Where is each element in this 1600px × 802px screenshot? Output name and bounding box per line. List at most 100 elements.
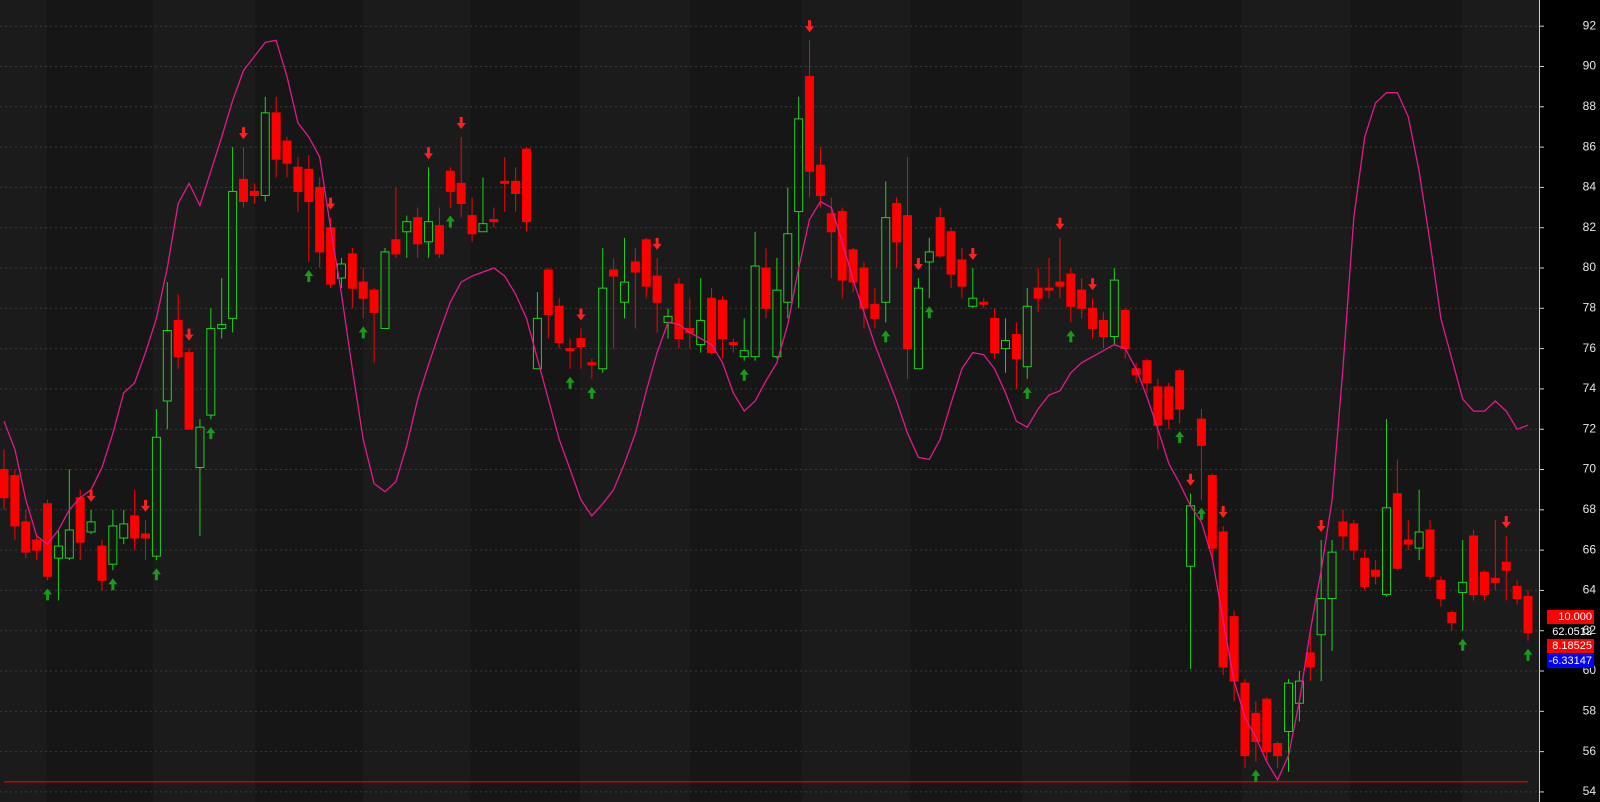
candle-body [1262, 698, 1272, 753]
buy-arrow [1458, 638, 1468, 651]
candle-body [1098, 319, 1108, 338]
band [255, 0, 363, 802]
candle-body [794, 118, 804, 213]
candle-body [1120, 309, 1130, 350]
indicator-label-box [1547, 639, 1594, 653]
indicator-label-box [1547, 610, 1594, 624]
candle-body [1175, 370, 1185, 410]
candle-body [402, 221, 412, 233]
y-tick-label: 82 [1583, 220, 1597, 234]
candle-body [554, 305, 564, 344]
candle-body [598, 287, 608, 370]
candle-body [500, 180, 510, 184]
buy-arrow [445, 215, 455, 228]
candle-body [119, 523, 129, 539]
candle-body [249, 190, 259, 196]
candle-body [630, 261, 640, 273]
y-tick-label: 88 [1583, 99, 1597, 113]
candle-body [1316, 597, 1326, 636]
sell-arrow [576, 308, 586, 321]
candle-body [53, 545, 63, 559]
axis-background [1539, 0, 1600, 802]
candle-body [1327, 551, 1337, 599]
candle-body [511, 180, 521, 194]
buy-arrow [358, 326, 368, 339]
candle-body [565, 348, 575, 352]
candle-body [358, 281, 368, 299]
y-tick-label: 66 [1583, 542, 1597, 556]
buy-arrow [43, 588, 53, 601]
candle-body [228, 190, 238, 319]
candle-body [739, 350, 749, 358]
y-tick-label: 80 [1583, 260, 1597, 274]
candle-body [783, 233, 793, 303]
candle-body [990, 317, 1000, 354]
candle-body [587, 362, 597, 366]
candle-body [979, 301, 989, 305]
candle-body [1490, 577, 1500, 583]
y-tick-label: 62 [1583, 623, 1597, 637]
candle-body [1371, 569, 1381, 577]
candle-body [728, 342, 738, 346]
candle-body [424, 221, 434, 243]
candle-body [315, 186, 325, 253]
buy-arrow [1022, 386, 1032, 399]
y-tick-label: 84 [1583, 180, 1597, 194]
candle-body [1207, 475, 1217, 549]
candle-body [957, 259, 967, 287]
candle-body [326, 227, 336, 285]
candle-body [130, 515, 140, 539]
candle-body [1469, 535, 1479, 595]
sell-arrow [1316, 520, 1326, 533]
indicator-label: 10.000 [1558, 611, 1592, 623]
candle-body [1088, 307, 1098, 329]
candle-body [1142, 360, 1152, 384]
buy-arrow [1196, 507, 1206, 520]
candle-body [489, 219, 499, 223]
sell-arrow [652, 237, 662, 250]
candle-body [881, 217, 891, 303]
y-tick-label: 74 [1583, 381, 1597, 395]
candle-body [1425, 529, 1435, 577]
candle-body [1153, 386, 1163, 426]
band [1130, 0, 1242, 802]
y-tick-label: 56 [1583, 744, 1597, 758]
candle-body [859, 267, 869, 309]
candle-body [141, 533, 151, 539]
y-tick-label: 76 [1583, 341, 1597, 355]
candle-body [271, 112, 281, 160]
candle-body [434, 225, 444, 255]
candle-body [456, 182, 466, 205]
buy-arrow [151, 568, 161, 581]
candle-body [282, 140, 292, 164]
band [470, 0, 580, 802]
buy-arrow [565, 376, 575, 389]
candle-body [1447, 612, 1457, 624]
candle-body [1381, 507, 1391, 595]
buy-arrow [1523, 648, 1533, 661]
candle-body [1022, 305, 1032, 368]
candle-body [1414, 531, 1424, 549]
candle-body [0, 469, 9, 499]
sell-arrow [424, 147, 434, 160]
candle-body [43, 503, 53, 577]
candle-body [903, 215, 913, 350]
candle-body [10, 475, 20, 527]
candle-body [1458, 581, 1468, 593]
sell-arrow [86, 489, 96, 502]
candle-body [1196, 418, 1206, 446]
buy-arrow [1251, 769, 1261, 782]
candle-body [1284, 682, 1294, 732]
candle-body [1392, 493, 1402, 569]
candle-body [750, 265, 760, 358]
candle-body [837, 211, 847, 281]
candle-body [1218, 531, 1228, 668]
candle-body [478, 223, 488, 233]
y-tick-label: 70 [1583, 462, 1597, 476]
y-tick-label: 92 [1583, 18, 1597, 32]
sell-arrow [805, 20, 815, 33]
candle-body [1512, 585, 1522, 599]
candle-body [1338, 521, 1348, 537]
candle-body [1011, 334, 1021, 360]
